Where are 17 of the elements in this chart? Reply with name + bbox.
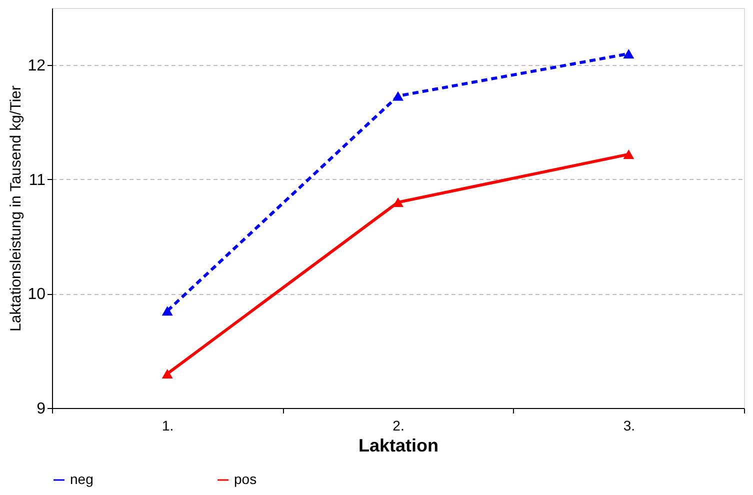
point [623,48,634,58]
point [623,150,634,160]
point [162,368,173,378]
y-tick-label: 9 [36,400,46,418]
legend-label: pos [234,471,257,487]
y-tick-label: 12 [28,58,46,75]
y-tick-label: 10 [28,286,46,304]
point [392,91,404,101]
y-axis-title: Laktationsleistung in Tausend kg/Tier [8,86,25,332]
x-tick-label: 3. [623,418,636,434]
legend-label: neg [70,471,94,487]
y-tick-label: 11 [28,172,46,189]
x-tick-label: 1. [162,418,174,434]
x-tick-label: 2. [392,418,404,434]
x-axis-title: Laktation [358,436,439,456]
point [162,306,173,316]
point [392,198,404,208]
